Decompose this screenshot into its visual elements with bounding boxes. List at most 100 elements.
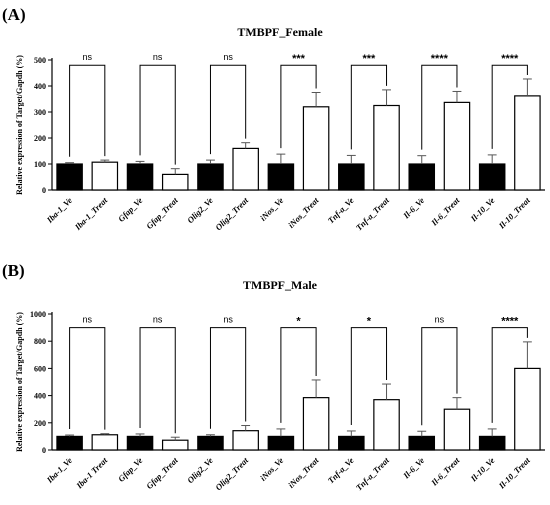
significance-bracket (421, 327, 458, 426)
bar-iNos_Ve (267, 435, 295, 451)
bar-Il-10_Ve (478, 435, 506, 451)
significance-bracket (421, 64, 458, 150)
y-tick-label: 200 (34, 419, 46, 428)
category-label: Olig2_Ve (185, 195, 215, 225)
category-label: Il-10_Treat (496, 455, 532, 491)
significance-label: ns (435, 315, 445, 325)
category-label: iNos_Ve (258, 195, 286, 223)
bar-Tnf-a_Treat (373, 104, 400, 191)
category-label: Iba-1_Ve (44, 455, 74, 485)
significance-label: ns (223, 315, 233, 325)
bar-iNos_Ve (267, 163, 295, 191)
category-label: Il-10_Ve (468, 455, 497, 484)
bar-Il-10_Treat (514, 95, 541, 191)
bar-Il-10_Treat (514, 367, 541, 451)
significance-label: **** (501, 316, 519, 328)
category-label: Olig2_Treat (213, 195, 250, 232)
y-tick-label: 400 (34, 392, 46, 401)
significance-label: ns (223, 52, 233, 62)
category-label: Gfap_Treat (144, 455, 180, 491)
significance-bracket (139, 327, 176, 434)
bar-Il-6_Treat (443, 408, 471, 451)
significance-label: **** (431, 53, 449, 65)
bar-Tnf-a_Treat (373, 399, 400, 451)
y-tick-label: 0 (42, 186, 46, 195)
category-label: Iba-1 Treat (73, 455, 109, 491)
significance-label: * (296, 316, 301, 328)
bar-iNos_Treat (302, 106, 330, 191)
significance-bracket (69, 327, 106, 430)
bar-Iba-1_Treat (91, 161, 119, 191)
category-label: Il-6_Treat (428, 195, 461, 228)
category-label: Il-10_Ve (468, 195, 497, 224)
category-label: Il-10_Treat (496, 195, 532, 231)
category-label: Tnf-a_Treat (354, 455, 392, 493)
bar-Gfap_Ve (126, 163, 154, 191)
panel-label-a: (A) (2, 5, 26, 24)
bar-Gfap_Treat (161, 439, 189, 451)
significance-bracket (491, 327, 528, 423)
significance-label: *** (292, 53, 306, 65)
significance-bracket (491, 64, 528, 149)
category-label: iNos_Ve (258, 455, 286, 483)
category-label: Iba-1_Treat (72, 195, 110, 233)
y-tick-label: 500 (34, 56, 46, 65)
significance-bracket (69, 64, 106, 157)
significance-bracket (280, 64, 317, 149)
significance-label: **** (501, 53, 519, 65)
significance-label: ns (153, 315, 163, 325)
category-label: Tnf-a_Treat (354, 195, 392, 233)
category-label: Olig2_Ve (185, 455, 215, 485)
y-tick-label: 300 (34, 108, 46, 117)
bar-Iba-1_Ve (56, 163, 83, 191)
bar-Iba-1 Treat (91, 434, 119, 451)
category-label: Tnf-a_Ve (326, 195, 356, 225)
category-label: Gfap_Ve (116, 195, 145, 224)
significance-bracket (209, 327, 247, 429)
y-axis-label-a: Relative expression of Target/Gapdh (%) (15, 55, 24, 195)
y-tick-label: 200 (34, 134, 46, 143)
category-label: Il-6_Treat (428, 455, 461, 488)
bar-Tnf-a_Ve (338, 435, 365, 451)
significance-label: ns (82, 52, 92, 62)
significance-label: ns (82, 315, 92, 325)
bar-Olig2_Treat (232, 147, 259, 191)
category-label: Iba-1_Ve (44, 195, 74, 225)
panel-label-b: (B) (2, 261, 25, 280)
bar-Olig2_Ve (197, 163, 224, 191)
significance-label: *** (363, 53, 377, 65)
y-tick-label: 1000 (30, 310, 46, 319)
y-axis-label-b: Relative expression of Target/Gapdh (%) (15, 312, 24, 452)
bar-Gfap_Treat (161, 173, 189, 191)
category-label: Il-6_Ve (400, 195, 426, 221)
y-tick-label: 400 (34, 82, 46, 91)
bar-Olig2_Treat (232, 430, 259, 451)
significance-label: * (367, 316, 372, 328)
category-label: iNos_Treat (286, 455, 321, 490)
significance-bracket (280, 327, 317, 423)
bar-Olig2_Ve (197, 435, 224, 451)
category-label: Gfap_Treat (144, 195, 180, 231)
bar-Gfap_Ve (126, 435, 154, 451)
bar-Tnf-a_Ve (338, 163, 365, 191)
category-label: Il-6_Ve (400, 455, 426, 481)
bar-Il-10_Ve (478, 163, 506, 191)
bar-Il-6_Ve (408, 163, 436, 191)
category-label: Olig2_Treat (213, 455, 250, 492)
significance-bracket (350, 327, 388, 425)
bar-Il-6_Treat (443, 101, 471, 191)
category-label: Tnf-a_Ve (326, 455, 356, 485)
chart-title-a: TMBPF_Female (237, 25, 323, 39)
y-tick-label: 100 (34, 160, 46, 169)
category-label: iNos_Treat (286, 195, 321, 230)
significance-bracket (350, 64, 388, 150)
significance-label: ns (153, 52, 163, 62)
bar-Il-6_Ve (408, 435, 436, 451)
bar-iNos_Treat (302, 397, 330, 451)
significance-bracket (209, 64, 247, 155)
significance-bracket (139, 64, 176, 165)
y-tick-label: 0 (42, 446, 46, 455)
